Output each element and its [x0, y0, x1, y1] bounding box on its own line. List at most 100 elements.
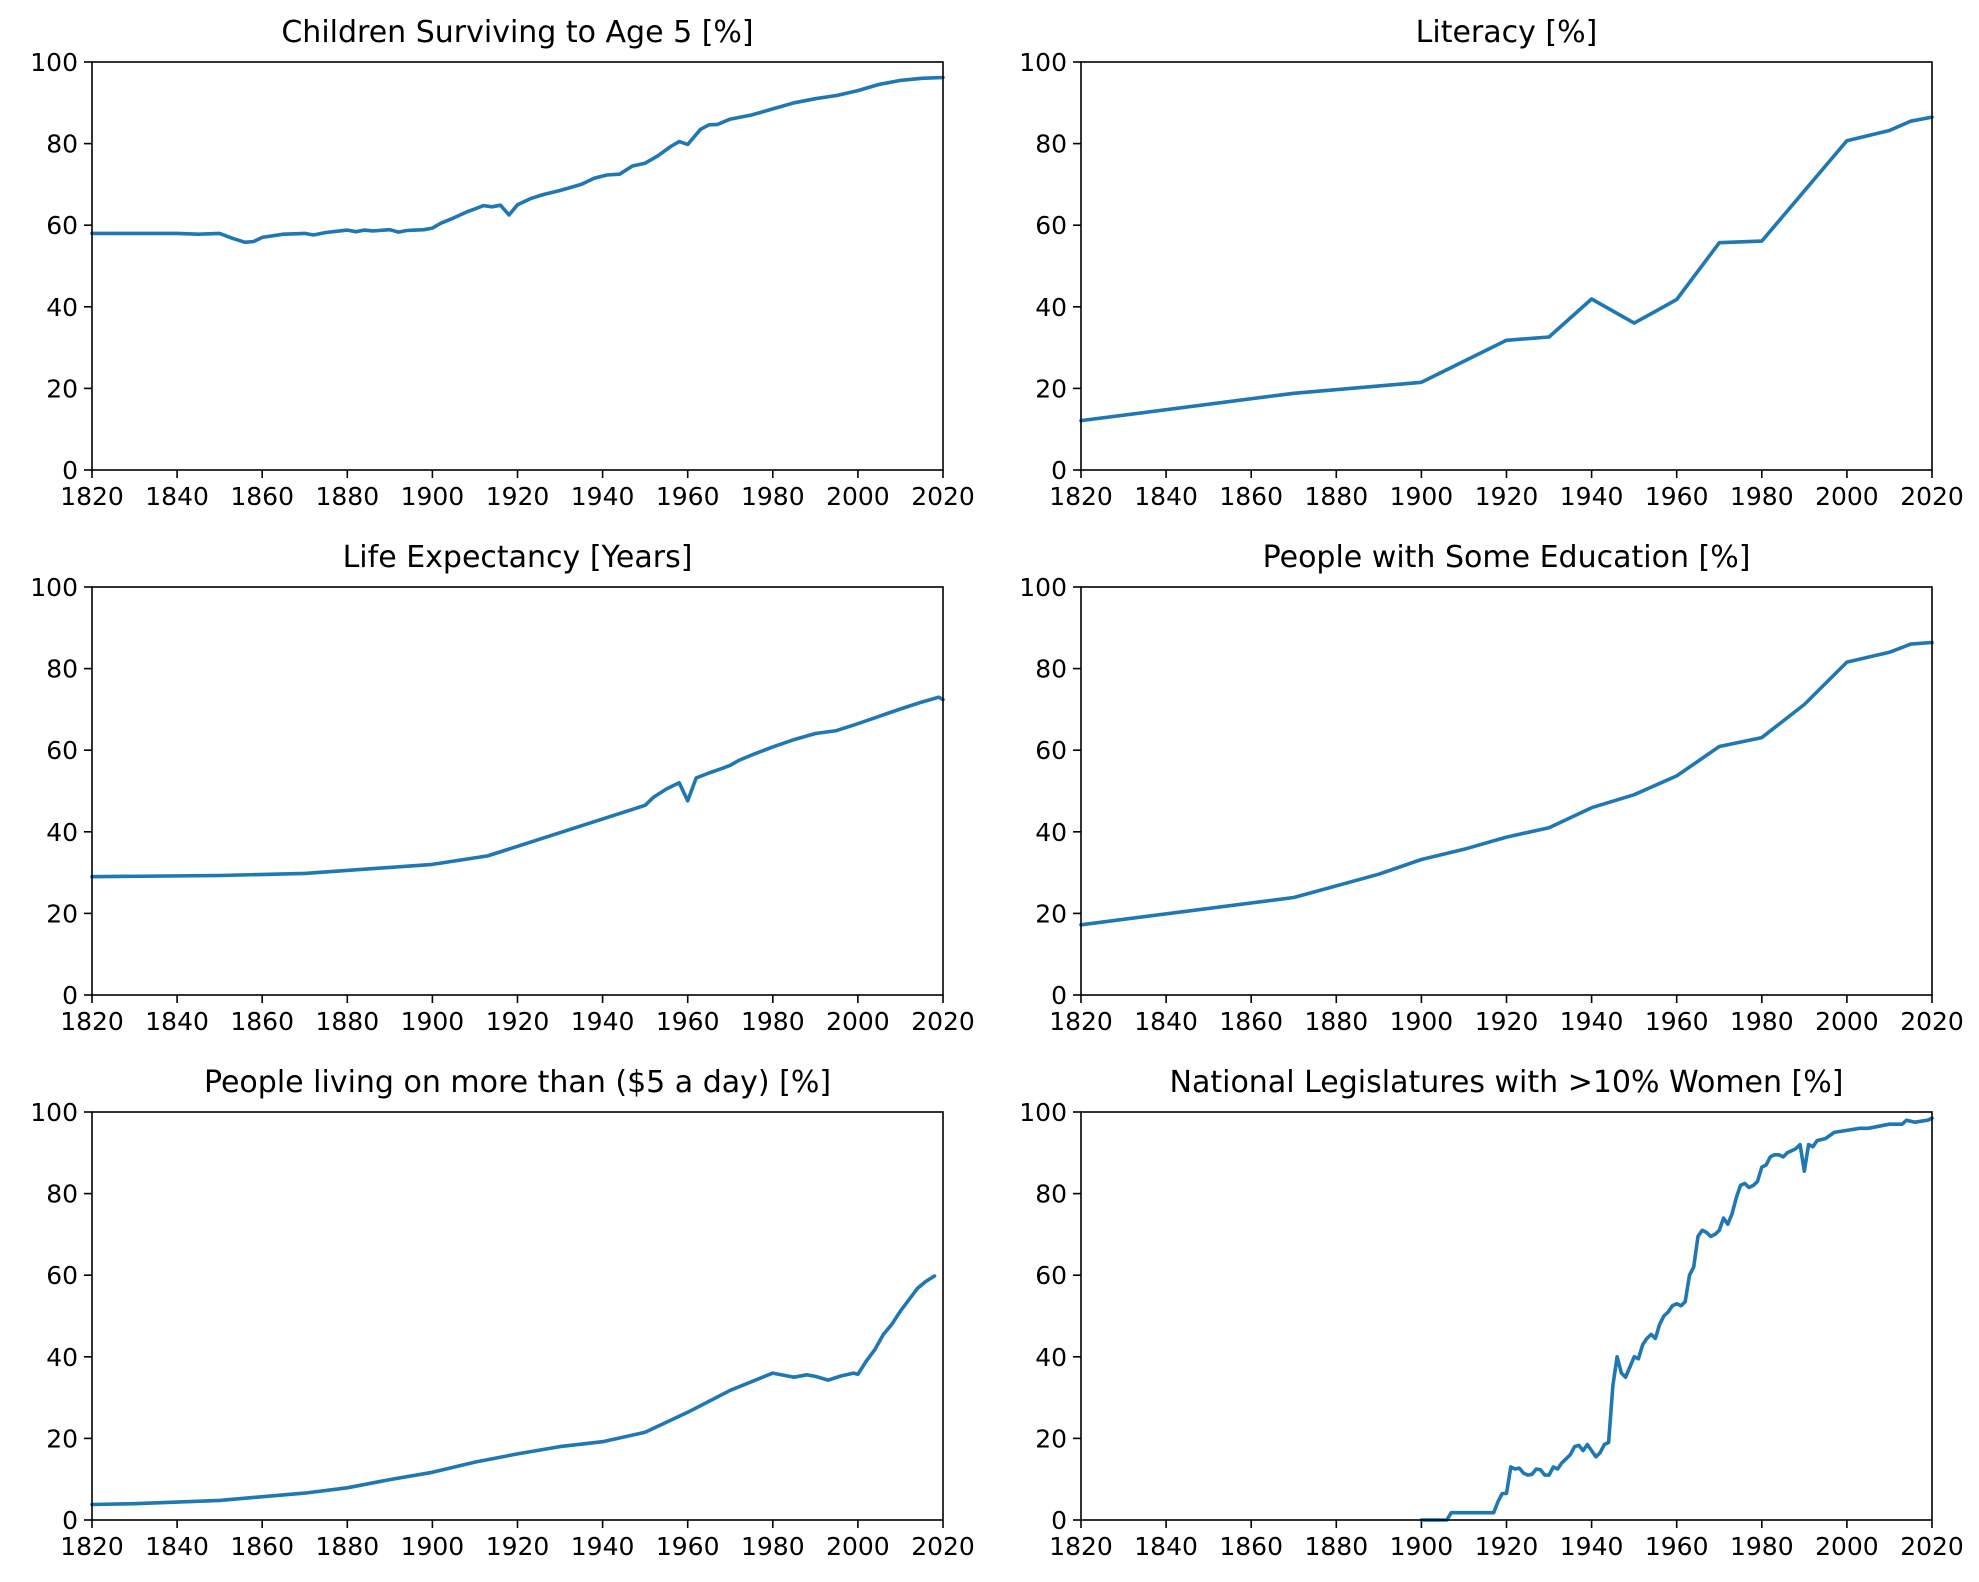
x-tick-label: 1880 [315, 1007, 379, 1036]
x-tick-label: 1860 [230, 1532, 294, 1561]
x-tick-label: 1840 [1134, 482, 1198, 511]
chart-title: Life Expectancy [Years] [343, 540, 693, 575]
y-tick-label: 0 [1051, 981, 1067, 1010]
y-tick-label: 20 [46, 899, 78, 928]
y-tick-label: 20 [1035, 899, 1067, 928]
x-tick-label: 1980 [1730, 482, 1794, 511]
axes-frame [91, 1111, 944, 1521]
x-tick-label: 1980 [741, 1532, 805, 1561]
y-tick-label: 100 [1019, 573, 1067, 602]
x-tick-label: 1840 [1134, 1532, 1198, 1561]
x-tick-label: 1900 [401, 482, 465, 511]
x-tick-label: 1920 [1475, 1007, 1539, 1036]
series-line-1 [1419, 1116, 1934, 1522]
x-tick-label: 1880 [1304, 1532, 1368, 1561]
x-tick-label: 1940 [1560, 482, 1624, 511]
x-tick-label: 1860 [1219, 1532, 1283, 1561]
y-tick-label: 0 [62, 1506, 78, 1535]
y-tick-label: 80 [1035, 130, 1067, 159]
y-tick-label: 20 [46, 374, 78, 403]
x-tick-label: 1820 [1049, 1532, 1113, 1561]
y-tick-label: 20 [1035, 374, 1067, 403]
series-line-1 [1079, 640, 1934, 927]
x-tick-label: 2020 [911, 482, 975, 511]
x-tick-label: 1940 [1560, 1007, 1624, 1036]
x-tick-label: 1940 [571, 1532, 635, 1561]
x-tick-label: 1900 [401, 1007, 465, 1036]
y-tick-label: 40 [46, 293, 78, 322]
y-tick-label: 40 [46, 1343, 78, 1372]
chart-title: People with Some Education [%] [1263, 540, 1751, 575]
chart-panel-6: National Legislatures with >10% Women [%… [1019, 1065, 1964, 1561]
x-tick-label: 2000 [826, 1007, 890, 1036]
x-tick-label: 1960 [656, 482, 720, 511]
x-tick-label: 1940 [571, 1007, 635, 1036]
y-tick-label: 100 [1019, 1098, 1067, 1127]
x-tick-label: 1920 [1475, 1532, 1539, 1561]
series-line-1 [90, 1274, 937, 1507]
x-tick-label: 1860 [230, 1007, 294, 1036]
chart-panel-1: Children Surviving to Age 5 [%] 1820 1840 1… [30, 15, 975, 511]
series-line-1 [90, 695, 945, 879]
y-tick-label: 40 [46, 818, 78, 847]
y-tick-label: 100 [30, 573, 78, 602]
x-tick-label: 1840 [145, 482, 209, 511]
chart-title: National Legislatures with >10% Women [%… [1170, 1065, 1844, 1100]
x-tick-label: 1820 [60, 1532, 124, 1561]
x-tick-label: 1860 [1219, 482, 1283, 511]
x-tick-label: 1960 [1645, 1007, 1709, 1036]
y-tick-label: 80 [1035, 1180, 1067, 1209]
series-line-1 [1079, 115, 1934, 423]
x-tick-label: 1960 [1645, 1532, 1709, 1561]
x-tick-label: 1980 [1730, 1007, 1794, 1036]
x-tick-label: 2020 [1900, 1532, 1964, 1561]
x-tick-label: 1880 [315, 482, 379, 511]
y-tick-label: 0 [62, 456, 78, 485]
x-tick-label: 2000 [826, 1532, 890, 1561]
x-tick-label: 1900 [1390, 1532, 1454, 1561]
x-tick-label: 1880 [1304, 1007, 1368, 1036]
x-tick-label: 1920 [486, 1532, 550, 1561]
x-tick-label: 1920 [486, 482, 550, 511]
axes-frame [91, 61, 944, 471]
y-tick-label: 40 [1035, 818, 1067, 847]
x-tick-label: 1980 [1730, 1532, 1794, 1561]
y-tick-label: 60 [46, 1261, 78, 1290]
y-tick-label: 0 [62, 981, 78, 1010]
x-tick-label: 1840 [145, 1007, 209, 1036]
y-tick-label: 100 [30, 48, 78, 77]
y-tick-label: 20 [1035, 1424, 1067, 1453]
x-tick-label: 1960 [1645, 482, 1709, 511]
y-tick-label: 60 [46, 736, 78, 765]
x-tick-label: 2000 [826, 482, 890, 511]
x-tick-label: 1860 [230, 482, 294, 511]
x-tick-label: 1900 [401, 1532, 465, 1561]
chart-panel-3: Life Expectancy [Years] 1820 1840 1860 1880 1… [30, 540, 975, 1036]
x-tick-label: 1880 [315, 1532, 379, 1561]
y-tick-label: 100 [1019, 48, 1067, 77]
x-tick-label: 1880 [1304, 482, 1368, 511]
y-tick-label: 40 [1035, 293, 1067, 322]
chart-panel-4: People with Some Education [%] 1820 1840 18… [1019, 540, 1964, 1036]
x-tick-label: 2020 [911, 1007, 975, 1036]
x-tick-label: 1920 [486, 1007, 550, 1036]
x-tick-label: 1820 [60, 1007, 124, 1036]
chart-title: People living on more than ($5 a day) [%… [204, 1065, 831, 1100]
x-tick-label: 1820 [60, 482, 124, 511]
x-tick-label: 2000 [1815, 1007, 1879, 1036]
x-tick-label: 1820 [1049, 482, 1113, 511]
x-tick-label: 1980 [741, 482, 805, 511]
y-tick-label: 0 [1051, 1506, 1067, 1535]
chart-panel-5: People living on more than ($5 a day) [%… [30, 1065, 975, 1561]
y-tick-label: 80 [46, 130, 78, 159]
y-tick-label: 80 [46, 1180, 78, 1209]
x-tick-label: 1940 [1560, 1532, 1624, 1561]
x-tick-label: 1840 [1134, 1007, 1198, 1036]
chart-title: Literacy [%] [1416, 15, 1598, 50]
chart-panel-2: Literacy [%] 1820 1840 1860 1880 1900 1920 1940… [1019, 15, 1964, 511]
series-line-1 [90, 75, 945, 245]
x-tick-label: 1820 [1049, 1007, 1113, 1036]
y-tick-label: 100 [30, 1098, 78, 1127]
axes-frame [91, 586, 944, 996]
y-tick-label: 80 [1035, 655, 1067, 684]
